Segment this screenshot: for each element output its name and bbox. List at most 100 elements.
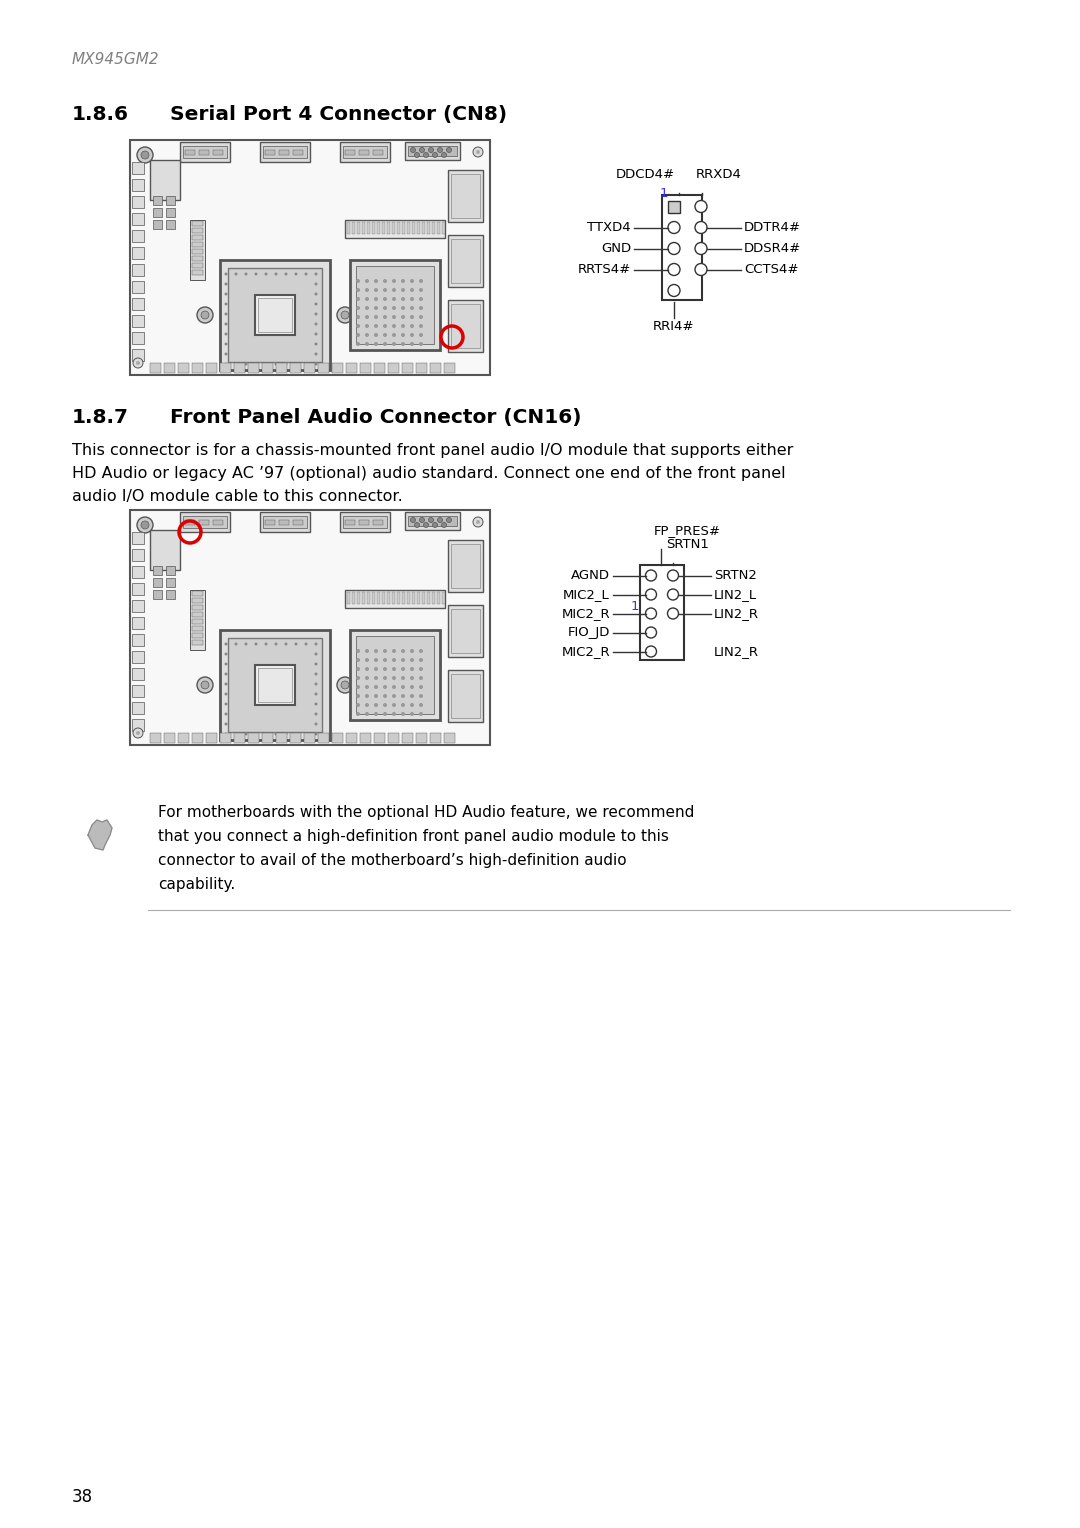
Bar <box>258 298 292 332</box>
Circle shape <box>141 521 149 529</box>
Circle shape <box>284 642 287 645</box>
Circle shape <box>314 322 318 325</box>
Text: MIC2_R: MIC2_R <box>562 607 610 620</box>
Bar <box>372 222 375 234</box>
Bar <box>180 142 230 162</box>
Circle shape <box>410 148 416 153</box>
Circle shape <box>356 324 360 329</box>
Circle shape <box>419 280 423 283</box>
Circle shape <box>383 306 387 310</box>
Circle shape <box>133 727 143 738</box>
Bar <box>132 281 144 293</box>
Circle shape <box>410 659 414 662</box>
Bar <box>132 315 144 327</box>
Circle shape <box>225 672 228 675</box>
Circle shape <box>225 333 228 336</box>
Bar <box>430 733 441 743</box>
Bar <box>130 141 490 374</box>
Circle shape <box>383 296 387 301</box>
Bar <box>132 532 144 544</box>
Circle shape <box>314 732 318 735</box>
Bar <box>402 222 405 234</box>
Bar <box>388 733 399 743</box>
Circle shape <box>314 683 318 686</box>
Circle shape <box>374 296 378 301</box>
Circle shape <box>244 642 247 645</box>
Circle shape <box>374 333 378 338</box>
Circle shape <box>696 222 707 234</box>
Text: 1.8.6: 1.8.6 <box>72 105 129 124</box>
Bar <box>192 249 203 254</box>
Circle shape <box>314 313 318 315</box>
Circle shape <box>442 523 446 527</box>
Bar <box>132 685 144 697</box>
Text: LIN2_L: LIN2_L <box>714 588 757 601</box>
Circle shape <box>234 362 238 365</box>
Circle shape <box>365 296 369 301</box>
Text: RRTS4#: RRTS4# <box>578 263 631 277</box>
Circle shape <box>383 675 387 680</box>
Bar <box>234 733 245 743</box>
Bar <box>346 733 357 743</box>
Bar <box>427 591 430 604</box>
Text: LIN2_R: LIN2_R <box>714 607 759 620</box>
Text: DDCD4#: DDCD4# <box>616 168 675 180</box>
Bar <box>213 520 222 526</box>
Bar <box>220 260 330 370</box>
Bar <box>153 208 162 217</box>
Bar <box>192 241 203 248</box>
Circle shape <box>419 675 423 680</box>
Circle shape <box>374 675 378 680</box>
Bar <box>387 591 390 604</box>
Bar <box>345 520 355 526</box>
Circle shape <box>429 518 433 523</box>
Bar <box>448 170 483 222</box>
Circle shape <box>314 672 318 675</box>
Circle shape <box>234 642 238 645</box>
Circle shape <box>383 333 387 338</box>
Bar <box>166 565 175 575</box>
Circle shape <box>284 272 287 275</box>
Circle shape <box>383 324 387 329</box>
Bar <box>279 150 289 154</box>
Circle shape <box>392 324 396 329</box>
Circle shape <box>419 315 423 319</box>
Circle shape <box>365 703 369 707</box>
Circle shape <box>423 153 429 157</box>
Bar <box>430 364 441 373</box>
Circle shape <box>401 649 405 652</box>
Circle shape <box>401 342 405 345</box>
Circle shape <box>646 646 657 657</box>
Bar <box>356 636 434 714</box>
Bar <box>166 196 175 205</box>
Circle shape <box>423 523 429 527</box>
Bar <box>374 364 384 373</box>
Bar <box>132 601 144 613</box>
Circle shape <box>410 280 414 283</box>
Bar <box>345 590 445 608</box>
Bar <box>448 669 483 723</box>
Bar <box>367 222 370 234</box>
Bar <box>407 222 410 234</box>
Circle shape <box>374 306 378 310</box>
Bar <box>388 364 399 373</box>
Circle shape <box>356 649 360 652</box>
Circle shape <box>667 570 678 581</box>
Bar <box>416 364 427 373</box>
Bar <box>255 665 295 704</box>
Bar <box>397 222 400 234</box>
Circle shape <box>265 272 268 275</box>
Circle shape <box>265 642 268 645</box>
Bar <box>192 640 203 645</box>
Bar <box>451 610 480 652</box>
Bar <box>408 516 457 526</box>
Circle shape <box>437 518 443 523</box>
Bar <box>350 630 440 720</box>
Bar <box>374 733 384 743</box>
Bar <box>262 364 273 373</box>
Circle shape <box>356 296 360 301</box>
Bar <box>451 174 480 219</box>
Circle shape <box>437 148 443 153</box>
Bar <box>132 584 144 594</box>
Bar <box>150 364 161 373</box>
